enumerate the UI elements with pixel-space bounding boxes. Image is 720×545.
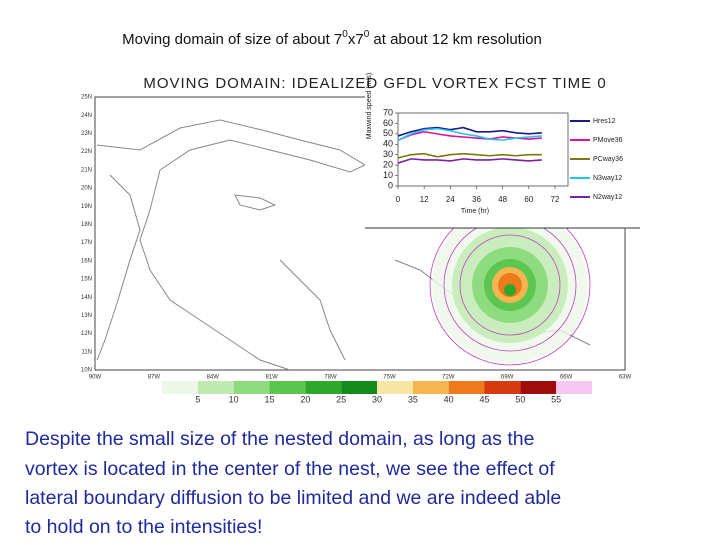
y-tick-label: 0 (388, 180, 393, 190)
lon-label: 84W (207, 375, 220, 381)
lat-label: 17N (81, 240, 92, 246)
body-line: to hold on to the intensities! (25, 516, 262, 538)
colorbar-swatch (305, 381, 342, 394)
colorbar-label: 35 (408, 394, 418, 404)
series-line (397, 158, 542, 164)
y-tick-label: 70 (383, 107, 393, 117)
colorbar-swatch (556, 381, 592, 394)
inset-box (365, 95, 640, 228)
lat-label: 19N (81, 204, 92, 210)
header-part: at about 12 km resolution (369, 31, 542, 48)
colorbar-swatch (484, 381, 521, 394)
colorbar-swatch (269, 381, 306, 394)
colorbar-label: 30 (372, 394, 382, 404)
lat-label: 24N (81, 113, 92, 119)
colorbar-label: 50 (515, 394, 525, 404)
lat-label: 25N (81, 95, 92, 101)
x-tick-label: 48 (498, 195, 507, 204)
body-text: Despite the small size of the nested dom… (25, 428, 561, 538)
header-part: 0 (342, 29, 348, 40)
colorbar-label: 15 (264, 394, 274, 404)
colorbar-swatch (162, 381, 198, 394)
series-line (397, 127, 542, 141)
x-tick-label: 36 (472, 195, 481, 204)
lon-label: 72W (442, 375, 455, 381)
vortex (429, 204, 591, 366)
colorbar-swatch (412, 381, 449, 394)
lat-label: 21N (81, 167, 92, 173)
legend-label: N2way12 (593, 194, 622, 201)
lon-label: 90W (89, 375, 102, 381)
lat-label: 13N (81, 313, 92, 319)
body-line: vortex is located in the center of the n… (25, 458, 555, 480)
series-line (397, 152, 542, 159)
lon-label: 81W (265, 375, 278, 381)
lat-label: 23N (81, 131, 92, 137)
y-tick-label: 20 (383, 160, 393, 170)
lat-label: 14N (81, 295, 92, 301)
legend-label: Hres12 (593, 118, 616, 125)
x-tick-label: 72 (550, 195, 559, 204)
legend-label: PCway36 (593, 156, 623, 163)
colorbar-label: 20 (300, 394, 310, 404)
lon-label: 87W (148, 375, 161, 381)
lat-label: 18N (81, 222, 92, 228)
series-line (397, 126, 542, 137)
body-line: lateral boundary diffusion to be limited… (25, 487, 561, 509)
header-part: 0 (364, 29, 370, 40)
header-part: x7 (348, 31, 364, 48)
colorbar-label: 45 (479, 394, 489, 404)
plot-area (397, 112, 569, 187)
lat-label: 11N (81, 349, 92, 355)
colorbar-swatch (233, 381, 270, 394)
x-tick-label: 0 (396, 195, 401, 204)
lat-label: 16N (81, 258, 92, 264)
y-tick-label: 50 (383, 128, 393, 138)
body-line: Despite the small size of the nested dom… (25, 428, 534, 450)
lon-label: 69W (501, 375, 514, 381)
colorbar-label: 5 (195, 394, 200, 404)
lat-label: 12N (81, 331, 92, 337)
figure-title: MOVING DOMAIN: IDEALIZED GFDL VORTEX FCS… (143, 75, 606, 92)
lon-label: 78W (324, 375, 337, 381)
x-tick-label: 24 (446, 195, 455, 204)
colorbar-label: 40 (444, 394, 454, 404)
lat-label: 15N (81, 277, 92, 283)
colorbar-label: 55 (551, 394, 561, 404)
colorbar-swatch (520, 381, 557, 394)
colorbar-swatch (448, 381, 485, 394)
colorbar-label: 25 (336, 394, 346, 404)
lon-label: 75W (383, 375, 396, 381)
colorbar-swatch (341, 381, 377, 394)
x-tick-label: 12 (420, 195, 429, 204)
legend-label: PMove36 (593, 137, 623, 144)
x-axis-label: Time (hr) (461, 208, 489, 215)
lat-label: 22N (81, 149, 92, 155)
y-tick-label: 10 (383, 170, 393, 180)
y-tick-label: 30 (383, 149, 393, 159)
colorbar-swatch (197, 381, 234, 394)
y-tick-label: 40 (383, 139, 393, 149)
header: Moving domain of size of about 70x70 at … (122, 29, 542, 48)
y-tick-label: 60 (383, 118, 393, 128)
lon-label: 63W (619, 375, 632, 381)
lat-label: 10N (81, 368, 92, 374)
header-part: Moving domain of size of about 7 (122, 31, 342, 48)
lat-label: 20N (81, 186, 92, 192)
lon-label: 66W (560, 375, 573, 381)
colorbar-label: 10 (229, 394, 239, 404)
x-tick-label: 60 (524, 195, 533, 204)
y-axis-label: Maxwind speed (m/s) (366, 73, 373, 140)
colorbar-swatch (377, 381, 413, 394)
legend-label: N3way12 (593, 175, 622, 182)
